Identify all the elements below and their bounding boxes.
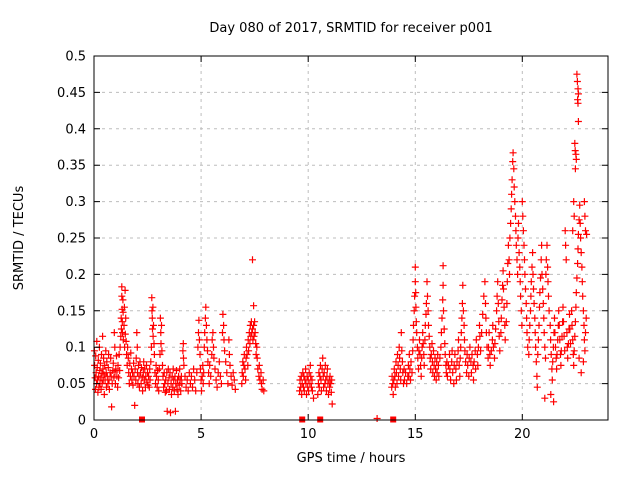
plot-border bbox=[93, 55, 609, 421]
scatter-points bbox=[90, 70, 591, 422]
x-axis-label: GPS time / hours bbox=[296, 451, 406, 466]
svg-text:0.45: 0.45 bbox=[57, 86, 86, 101]
svg-text:0.05: 0.05 bbox=[57, 377, 86, 392]
svg-text:0.1: 0.1 bbox=[65, 341, 86, 356]
grid-lines bbox=[95, 57, 607, 419]
svg-text:0: 0 bbox=[90, 427, 98, 442]
svg-text:0.3: 0.3 bbox=[65, 195, 86, 210]
y-tick-labels: 0 0.05 0.1 0.15 0.2 0.25 0.3 0.35 0.4 0.45 0.5 bbox=[57, 50, 86, 429]
svg-text:0.15: 0.15 bbox=[57, 304, 86, 319]
y-axis-label: SRMTID / TECUs bbox=[12, 185, 27, 291]
x-tick-labels: 0 5 10 15 20 bbox=[90, 427, 531, 442]
svg-text:0.4: 0.4 bbox=[65, 122, 86, 137]
svg-text:10: 10 bbox=[300, 427, 317, 442]
svg-text:0.5: 0.5 bbox=[65, 50, 86, 65]
svg-text:0.25: 0.25 bbox=[57, 232, 86, 247]
svg-text:0.35: 0.35 bbox=[57, 159, 86, 174]
svg-text:5: 5 bbox=[197, 427, 205, 442]
chart-title: Day 080 of 2017, SRMTID for receiver p00… bbox=[209, 21, 493, 36]
svg-text:20: 20 bbox=[514, 427, 531, 442]
svg-text:0.2: 0.2 bbox=[65, 268, 86, 283]
svg-text:0: 0 bbox=[78, 414, 86, 429]
svg-text:15: 15 bbox=[407, 427, 424, 442]
